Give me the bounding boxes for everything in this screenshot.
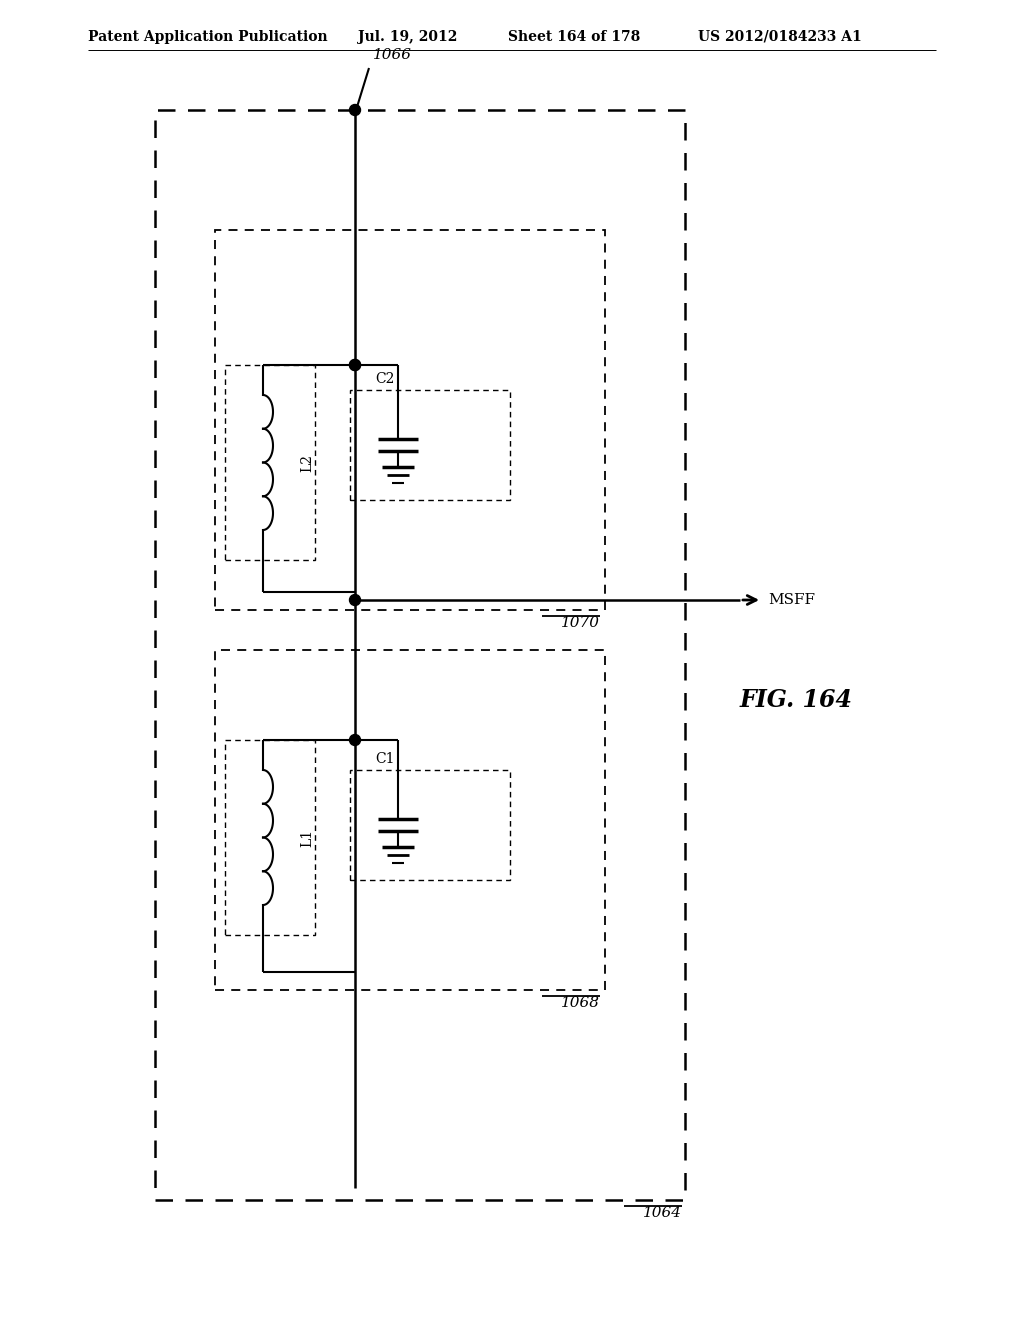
Text: L1: L1 (300, 829, 314, 846)
Bar (155, 110, 685, 1200)
Text: Patent Application Publication: Patent Application Publication (88, 30, 328, 44)
Text: L2: L2 (300, 454, 314, 471)
Text: C1: C1 (375, 752, 394, 766)
Bar (215, 230, 605, 610)
Circle shape (349, 104, 360, 116)
Text: 1070: 1070 (561, 616, 600, 630)
Circle shape (349, 359, 360, 371)
Text: Jul. 19, 2012: Jul. 19, 2012 (358, 30, 458, 44)
Bar (350, 770, 510, 880)
Text: 1064: 1064 (643, 1206, 682, 1220)
Text: MSFF: MSFF (768, 593, 815, 607)
Circle shape (349, 594, 360, 606)
Text: 1068: 1068 (561, 997, 600, 1010)
Text: 1066: 1066 (373, 48, 412, 62)
Circle shape (349, 734, 360, 746)
Text: FIG. 164: FIG. 164 (740, 688, 853, 711)
Text: C2: C2 (376, 372, 394, 385)
Bar (225, 741, 315, 935)
Circle shape (349, 359, 360, 371)
Bar (215, 649, 605, 990)
Text: US 2012/0184233 A1: US 2012/0184233 A1 (698, 30, 862, 44)
Bar (225, 366, 315, 560)
Bar (350, 389, 510, 500)
Text: Sheet 164 of 178: Sheet 164 of 178 (508, 30, 640, 44)
